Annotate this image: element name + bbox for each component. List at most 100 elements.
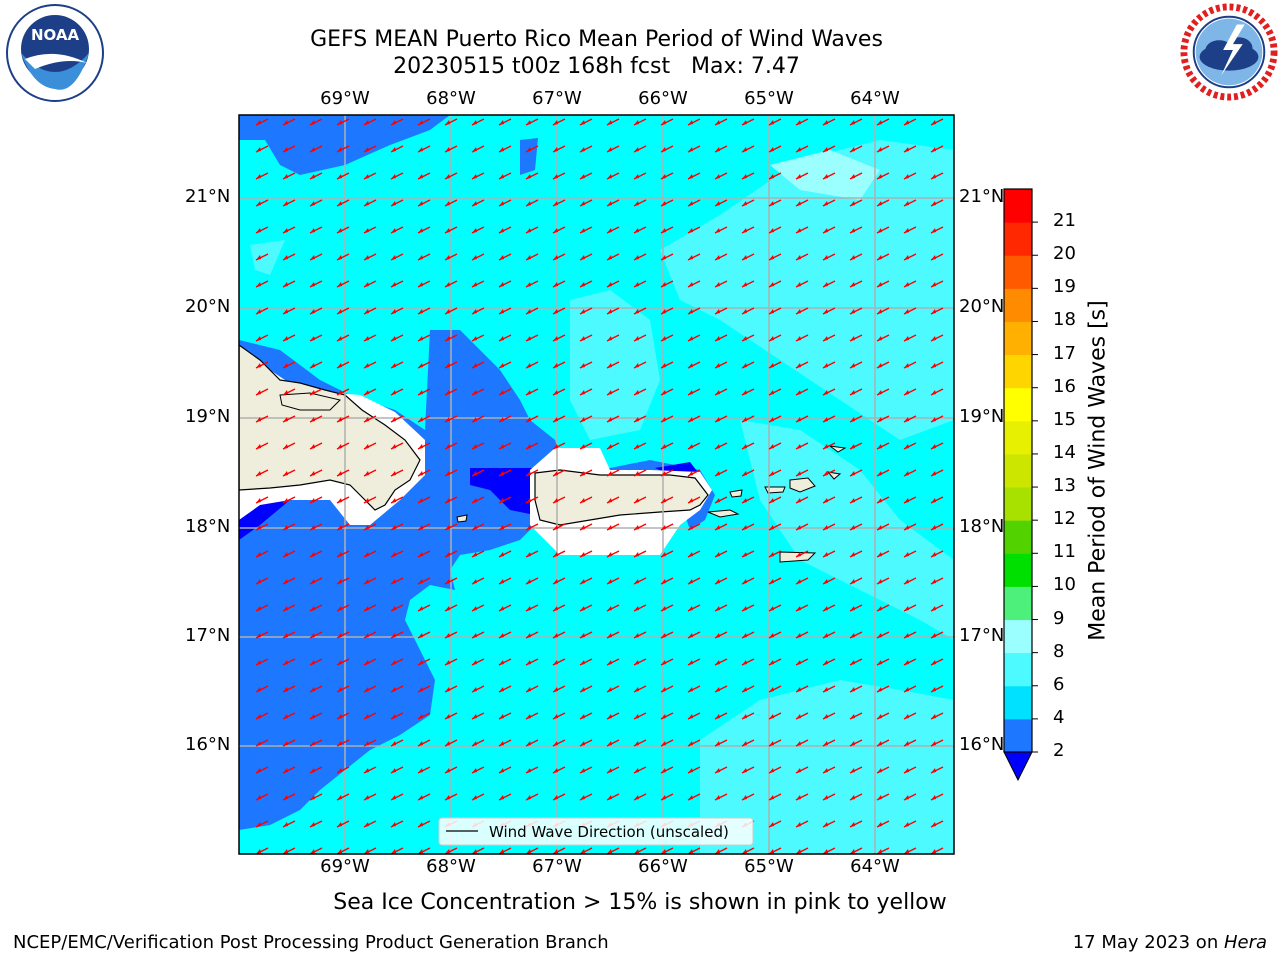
wave-direction-arrowhead	[688, 120, 693, 125]
wave-direction-arrowhead	[283, 390, 288, 395]
wave-direction-arrowhead	[526, 849, 531, 854]
wave-direction-arrowhead	[553, 579, 558, 584]
wave-direction-arrowhead	[796, 768, 801, 773]
wave-direction-arrowhead	[661, 309, 666, 314]
wave-direction-arrowhead	[283, 174, 288, 179]
colorbar-bin	[1004, 420, 1032, 455]
wave-direction-arrowhead	[580, 444, 585, 449]
wave-direction-arrowhead	[850, 336, 855, 341]
wave-direction-arrowhead	[580, 714, 585, 719]
lon-label-bottom-67w: 67°W	[532, 856, 582, 877]
wave-direction-arrowhead	[553, 471, 558, 476]
wave-direction-arrowhead	[607, 741, 612, 746]
colorbar-tick-label: 11	[1053, 541, 1076, 563]
wave-direction-arrowhead	[931, 444, 936, 449]
wave-direction-arrowhead	[472, 147, 477, 152]
wave-direction-arrowhead	[715, 174, 720, 179]
wave-direction-arrowhead	[607, 849, 612, 854]
wave-direction-arrowhead	[364, 201, 369, 206]
wave-direction-arrowhead	[391, 687, 396, 692]
wave-direction-arrowhead	[310, 822, 315, 827]
wave-direction-arrowhead	[769, 120, 774, 125]
wave-direction-arrowhead	[823, 822, 828, 827]
wave-direction-arrowhead	[310, 741, 315, 746]
wave-direction-arrowhead	[580, 552, 585, 557]
wave-direction-arrowhead	[418, 552, 423, 557]
wave-direction-arrowhead	[283, 309, 288, 314]
wave-direction-arrowhead	[526, 606, 531, 611]
wave-direction-arrowhead	[931, 579, 936, 584]
wave-direction-arrowhead	[634, 498, 639, 503]
wave-direction-arrowhead	[823, 471, 828, 476]
wave-direction-arrowhead	[877, 606, 882, 611]
wave-direction-arrowhead	[769, 444, 774, 449]
wave-direction-arrowhead	[904, 444, 909, 449]
wave-direction-arrowhead	[931, 552, 936, 557]
lat-label-left-18n: 18°N	[185, 516, 231, 537]
wave-direction-arrowhead	[823, 120, 828, 125]
wave-direction-arrowhead	[391, 849, 396, 854]
wave-direction-arrowhead	[742, 228, 747, 233]
wave-direction-arrowhead	[580, 633, 585, 638]
wave-direction-arrowhead	[391, 390, 396, 395]
wave-direction-arrowhead	[256, 660, 261, 665]
wave-direction-arrowhead	[418, 417, 423, 422]
wave-direction-arrowhead	[661, 498, 666, 503]
wave-direction-arrowhead	[661, 552, 666, 557]
wave-direction-arrowhead	[607, 255, 612, 260]
wave-direction-arrowhead	[688, 498, 693, 503]
wave-direction-arrowhead	[391, 309, 396, 314]
wave-direction-arrowhead	[310, 552, 315, 557]
wave-direction-arrowhead	[634, 768, 639, 773]
wave-direction-arrowhead	[634, 660, 639, 665]
wave-direction-arrowhead	[661, 363, 666, 368]
colorbar-bin	[1004, 453, 1032, 488]
wave-direction-arrowhead	[742, 525, 747, 530]
wave-direction-arrowhead	[526, 741, 531, 746]
wave-direction-arrowhead	[823, 714, 828, 719]
wave-direction-arrowhead	[418, 849, 423, 854]
wave-direction-arrowhead	[418, 660, 423, 665]
wave-direction-arrowhead	[553, 228, 558, 233]
wave-direction-arrowhead	[850, 147, 855, 152]
wave-direction-arrowhead	[715, 147, 720, 152]
wave-direction-arrowhead	[553, 363, 558, 368]
wave-direction-arrowhead	[742, 201, 747, 206]
wave-direction-arrowhead	[661, 741, 666, 746]
wave-direction-arrowhead	[364, 444, 369, 449]
legend-label: Wind Wave Direction (unscaled)	[489, 823, 729, 841]
wave-direction-arrowhead	[661, 525, 666, 530]
wave-direction-arrowhead	[850, 471, 855, 476]
colorbar-bin	[1004, 387, 1032, 422]
wave-direction-arrowhead	[796, 849, 801, 854]
wave-direction-arrowhead	[904, 633, 909, 638]
wave-direction-arrowhead	[364, 336, 369, 341]
wave-direction-arrowhead	[931, 795, 936, 800]
wave-direction-arrowhead	[715, 714, 720, 719]
wave-direction-arrowhead	[742, 255, 747, 260]
wave-direction-arrowhead	[445, 714, 450, 719]
wave-direction-arrowhead	[688, 255, 693, 260]
lon-label-top-67w: 67°W	[532, 88, 582, 109]
wave-direction-arrowhead	[391, 255, 396, 260]
wave-direction-arrowhead	[877, 201, 882, 206]
wave-direction-arrowhead	[850, 498, 855, 503]
wave-direction-arrowhead	[364, 714, 369, 719]
colorbar-bin	[1004, 685, 1032, 720]
wave-direction-arrowhead	[823, 336, 828, 341]
wave-direction-arrowhead	[769, 363, 774, 368]
lon-label-top-66w: 66°W	[638, 88, 688, 109]
wave-direction-arrowhead	[850, 525, 855, 530]
wave-direction-arrowhead	[445, 471, 450, 476]
wave-period-field	[239, 115, 954, 854]
wave-direction-arrowhead	[445, 552, 450, 557]
wave-direction-arrowhead	[715, 390, 720, 395]
wave-direction-arrowhead	[472, 633, 477, 638]
wave-direction-arrowhead	[472, 741, 477, 746]
wave-direction-arrowhead	[445, 606, 450, 611]
wave-direction-arrowhead	[661, 444, 666, 449]
wave-direction-arrowhead	[742, 363, 747, 368]
wave-direction-arrowhead	[283, 579, 288, 584]
wave-direction-arrowhead	[823, 174, 828, 179]
wave-direction-arrowhead	[472, 498, 477, 503]
